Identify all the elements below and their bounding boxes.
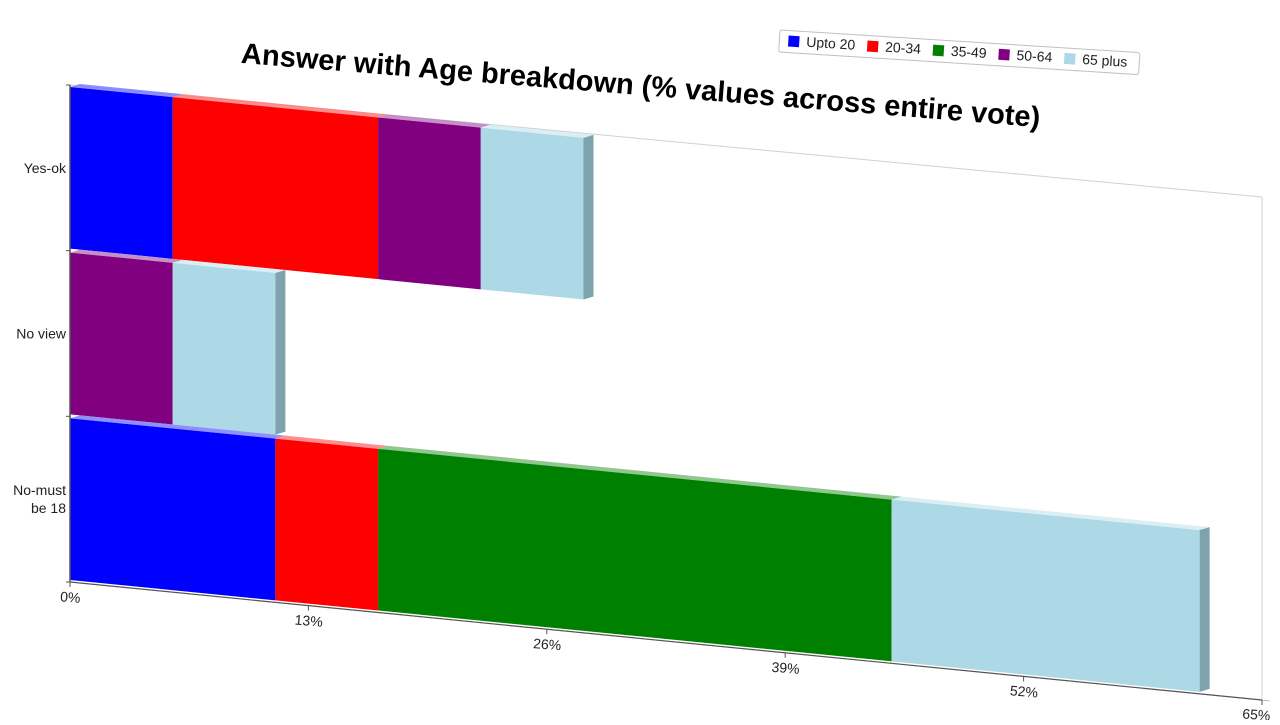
legend-label-20-34: 20-34 [885, 39, 922, 57]
bar-top-no-must-be-18-20-34 [275, 435, 389, 449]
bar-top-no-must-be-18-upto-20 [70, 415, 286, 439]
bar-no-view-65-plus [172, 262, 276, 435]
bar-top-yes-ok-20-34 [172, 94, 389, 118]
legend: Upto 20 20-34 35-49 50-64 65 plus [778, 29, 1141, 75]
legend-label-35-49: 35-49 [950, 43, 987, 61]
x-tick-label-13: 13% [294, 612, 323, 630]
bar-no-must-be-18-upto-20 [70, 418, 276, 601]
bar-no-view-50-64 [70, 252, 173, 425]
bar-top-no-view-65-plus [172, 259, 286, 273]
x-tick-label-65: 65% [1242, 705, 1271, 720]
bar-yes-ok-upto-20 [70, 87, 173, 259]
legend-swatch-65-plus [1063, 52, 1076, 65]
x-tick-label-26: 26% [533, 635, 562, 653]
bars [70, 84, 1210, 692]
legend-swatch-upto-20 [787, 35, 800, 48]
axes: Yes-ok No view No-must be 18 0% 13% 26% 39% 52% 6… [13, 84, 1271, 724]
legend-box: Upto 20 20-34 35-49 50-64 65 plus [778, 29, 1141, 75]
bar-no-must-be-18-20-34 [275, 438, 379, 611]
category-label-no-must-be-18: No-must be 18 [13, 482, 66, 516]
bar-yes-ok-20-34 [172, 97, 379, 280]
x-tick-label-52: 52% [1009, 682, 1038, 700]
legend-swatch-20-34 [866, 40, 879, 53]
bar-side-no-view [275, 269, 286, 435]
legend-swatch-50-64 [998, 48, 1010, 61]
bar-no-must-be-18-65-plus [891, 499, 1200, 692]
legend-label-upto-20: Upto 20 [806, 34, 856, 53]
bar-top-yes-ok-65-plus [480, 124, 594, 138]
x-tick-label-0: 0% [60, 588, 81, 606]
legend-swatch-35-49 [932, 44, 945, 57]
bar-top-no-view-50-64 [70, 249, 183, 263]
x-tick-label-39: 39% [771, 659, 800, 677]
bar-top-no-must-be-18-35-49 [378, 445, 902, 500]
category-label-no-view: No view [16, 326, 67, 342]
legend-label-50-64: 50-64 [1016, 47, 1053, 65]
bar-top-no-must-be-18-65-plus [891, 496, 1210, 531]
bar-no-must-be-18-35-49 [378, 448, 892, 662]
category-label-yes-ok: Yes-ok [24, 160, 67, 176]
bar-yes-ok-50-64 [378, 117, 481, 290]
bar-side-yes-ok [583, 134, 594, 300]
bar-side-no-must-be-18 [1199, 527, 1210, 692]
legend-label-65-plus: 65 plus [1082, 51, 1128, 70]
bar-yes-ok-65-plus [480, 127, 584, 300]
bar-top-yes-ok-upto-20 [70, 84, 183, 98]
x-axis-line [69, 581, 1263, 701]
bar-top-yes-ok-50-64 [378, 114, 491, 128]
